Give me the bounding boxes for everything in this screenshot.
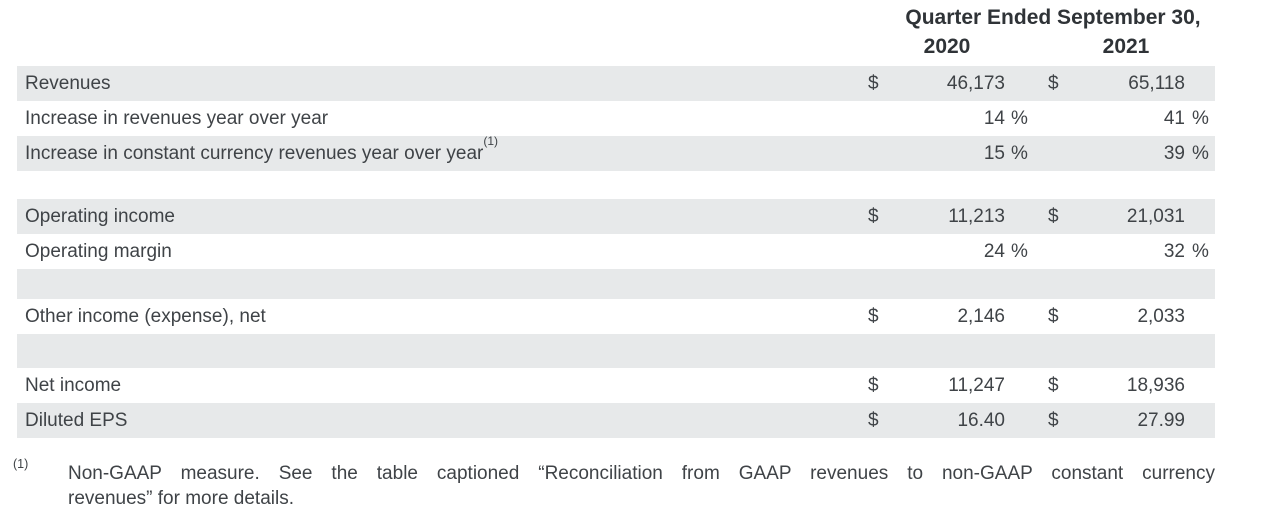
table-row: Revenues $46,173 $65,118 bbox=[17, 66, 1215, 101]
percent-sign-2020: % bbox=[1011, 241, 1028, 262]
currency-symbol-2021: $ bbox=[1048, 306, 1059, 327]
table-row: Net income $11,247 $18,936 bbox=[17, 368, 1215, 403]
value-2020: 11,213 bbox=[948, 206, 1005, 227]
column-header-2020: 2020 bbox=[923, 35, 971, 58]
table-row: Operating margin 24% 32% bbox=[17, 234, 1215, 269]
row-label-text: Increase in constant currency revenues y… bbox=[25, 143, 484, 164]
row-label-text: Operating income bbox=[25, 206, 175, 227]
value-2020: 14 bbox=[983, 108, 1005, 129]
value-2021: 65,118 bbox=[1128, 73, 1185, 94]
currency-symbol-2021: $ bbox=[1048, 73, 1059, 94]
row-label: Increase in revenues year over year bbox=[17, 101, 865, 136]
value-2020: 2,146 bbox=[957, 306, 1005, 327]
footnote-line1: Non-GAAP measure. See the table captione… bbox=[68, 463, 1215, 484]
value-2021: 21,031 bbox=[1126, 206, 1185, 227]
percent-sign-2020 bbox=[1005, 199, 1037, 234]
currency-symbol-2020 bbox=[865, 101, 897, 136]
currency-symbol-2020: $ bbox=[868, 73, 879, 94]
currency-symbol-2021: $ bbox=[1048, 375, 1059, 396]
currency-symbol-2020 bbox=[865, 234, 897, 269]
value-2021: 32 bbox=[1163, 241, 1185, 262]
currency-symbol-2020: $ bbox=[868, 206, 879, 227]
row-label-text: Diluted EPS bbox=[25, 410, 128, 431]
table-row: Diluted EPS $16.40 $27.99 bbox=[17, 403, 1215, 438]
percent-sign-2020: % bbox=[1011, 108, 1028, 129]
footnote: Non-GAAP measure. See the table captione… bbox=[68, 461, 1215, 511]
percent-sign-2020 bbox=[1005, 299, 1037, 334]
percent-sign-2021: % bbox=[1192, 143, 1209, 164]
currency-symbol-2021: $ bbox=[1048, 410, 1059, 431]
row-label-text: Other income (expense), net bbox=[25, 306, 266, 327]
table-spacer-row bbox=[17, 269, 1215, 299]
value-2020: 11,247 bbox=[948, 375, 1005, 396]
row-label: Increase in constant currency revenues y… bbox=[17, 133, 865, 171]
currency-symbol-2020: $ bbox=[868, 306, 879, 327]
column-header-2021: 2021 bbox=[1102, 35, 1150, 58]
percent-sign-2021: % bbox=[1192, 108, 1209, 129]
value-2020: 16.40 bbox=[957, 410, 1005, 431]
table-spacer-row bbox=[17, 171, 1215, 199]
row-label-text: Increase in revenues year over year bbox=[25, 108, 329, 129]
value-2021: 27.99 bbox=[1137, 410, 1185, 431]
footnote-marker: (1) bbox=[13, 457, 29, 471]
row-label: Revenues bbox=[17, 66, 865, 101]
row-label-text: Revenues bbox=[25, 73, 111, 94]
footnote-line2: revenues” for more details. bbox=[68, 488, 294, 509]
percent-sign-2020 bbox=[1005, 368, 1037, 403]
value-2020: 46,173 bbox=[946, 73, 1005, 94]
percent-sign-2021 bbox=[1185, 199, 1215, 234]
value-2020: 24 bbox=[983, 241, 1005, 262]
percent-sign-2021 bbox=[1185, 368, 1215, 403]
currency-symbol-2021 bbox=[1037, 101, 1060, 136]
percent-sign-2021: % bbox=[1192, 241, 1209, 262]
currency-symbol-2020: $ bbox=[868, 410, 879, 431]
value-2021: 41 bbox=[1163, 108, 1185, 129]
row-label: Operating margin bbox=[17, 234, 865, 269]
row-label: Net income bbox=[17, 368, 865, 403]
currency-symbol-2021: $ bbox=[1048, 206, 1059, 227]
currency-symbol-2020: $ bbox=[868, 375, 879, 396]
row-label-text: Net income bbox=[25, 375, 122, 396]
percent-sign-2021 bbox=[1185, 403, 1215, 438]
table-header-period: Quarter Ended September 30, bbox=[905, 6, 1201, 29]
table-row: Other income (expense), net $2,146 $2,033 bbox=[17, 299, 1215, 334]
percent-sign-2021 bbox=[1185, 66, 1215, 101]
table-spacer-row bbox=[17, 334, 1215, 368]
table-row: Operating income $11,213 $21,031 bbox=[17, 199, 1215, 234]
value-2020: 15 bbox=[983, 143, 1005, 164]
footnote-ref: (1) bbox=[483, 133, 499, 148]
row-label-text: Operating margin bbox=[25, 241, 172, 262]
row-label: Diluted EPS bbox=[17, 403, 865, 438]
percent-sign-2021 bbox=[1185, 299, 1215, 334]
value-2021: 18,936 bbox=[1126, 375, 1185, 396]
value-2021: 39 bbox=[1163, 143, 1185, 164]
value-2021: 2,033 bbox=[1137, 306, 1185, 327]
table-row: Increase in constant currency revenues y… bbox=[17, 133, 1215, 171]
currency-symbol-2021 bbox=[1037, 234, 1060, 269]
row-label: Other income (expense), net bbox=[17, 299, 865, 334]
table-row: Increase in revenues year over year 14% 41… bbox=[17, 101, 1215, 136]
percent-sign-2020 bbox=[1005, 66, 1037, 101]
row-label: Operating income bbox=[17, 199, 865, 234]
percent-sign-2020 bbox=[1005, 403, 1037, 438]
table-body: Revenues $46,173 $65,118 Increase in revenu… bbox=[17, 66, 1215, 438]
currency-symbol-2021 bbox=[1037, 136, 1060, 171]
currency-symbol-2020 bbox=[865, 136, 897, 171]
percent-sign-2020: % bbox=[1011, 143, 1028, 164]
